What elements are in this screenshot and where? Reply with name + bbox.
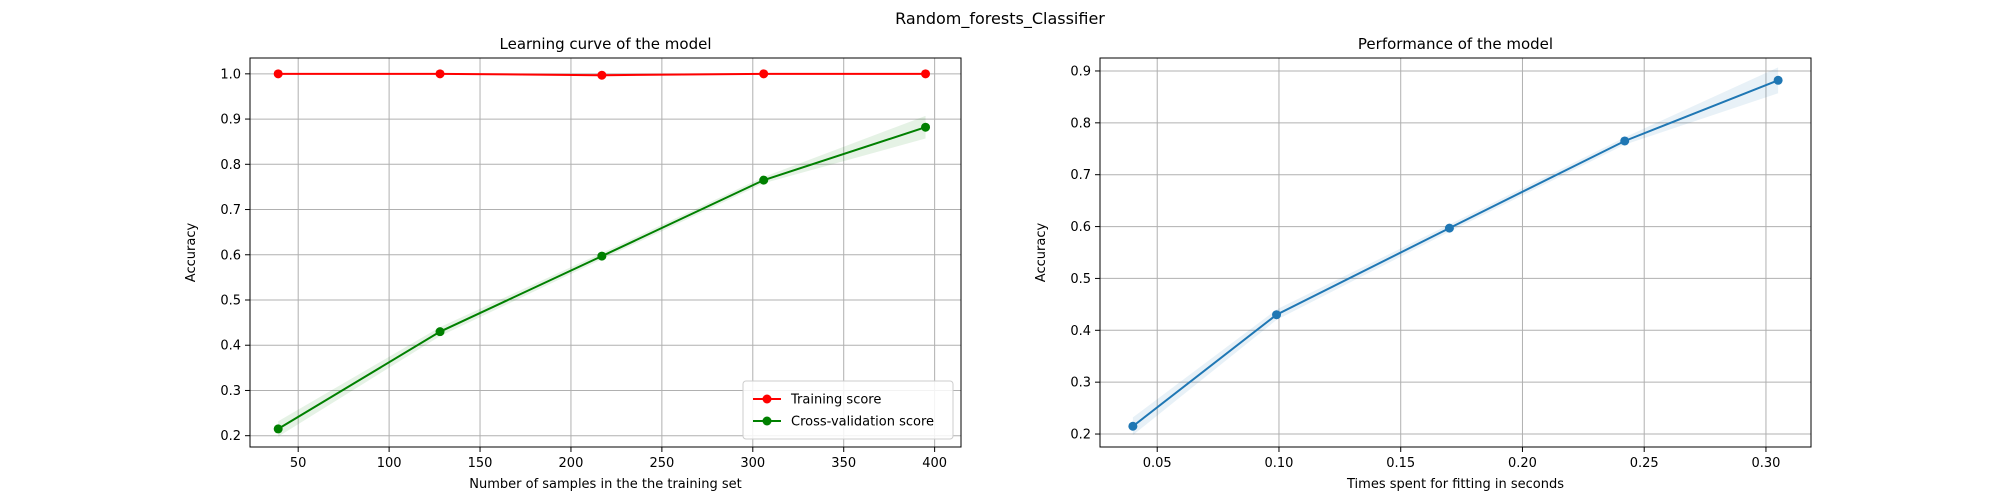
learning-curve-x-tick-label: 400 [922, 456, 947, 471]
learning-curve-series-1-point [273, 424, 283, 434]
learning-curve-legend-swatch-marker [762, 416, 772, 426]
learning-curve-y-tick-label: 0.3 [220, 384, 241, 399]
performance-y-tick-label: 0.9 [1070, 64, 1091, 79]
learning-curve-series-0-point [597, 70, 607, 80]
learning-curve-series-1-point [435, 327, 445, 337]
performance-x-tick-label: 0.15 [1386, 456, 1415, 471]
performance-series-0-point [1444, 223, 1454, 233]
learning-curve-series-0-point [435, 69, 445, 79]
learning-curve-chart: 50 100 150 200 250 300 350 400 0.2 0.3 0.4 0.5 0.6 0.… [184, 35, 962, 492]
performance-series-0-band [1132, 67, 1779, 436]
learning-curve-y-tick-label: 0.9 [220, 113, 241, 128]
performance-x-tick-label: 0.10 [1264, 456, 1293, 471]
performance-series-0-point [1128, 421, 1138, 431]
performance-series-0-point [1773, 75, 1783, 85]
learning-curve-legend-box [742, 380, 954, 440]
learning-curve-legend-swatch-marker [762, 394, 772, 404]
performance-title: Performance of the model [1358, 35, 1553, 53]
performance-chart: 0.05 0.10 0.15 0.20 0.25 0.30 0.2 0.3 0.4 0.5 0.6 0… [1034, 35, 1812, 492]
performance-x-axis-label: Times spent for fitting in seconds [1346, 477, 1564, 492]
performance-y-tick-label: 0.6 [1070, 220, 1091, 235]
performance-series-0-point [1272, 310, 1282, 320]
learning-curve-x-tick-label: 100 [377, 456, 402, 471]
performance-x-tick-label: 0.05 [1143, 456, 1172, 471]
performance-y-tick-label: 0.3 [1070, 376, 1091, 391]
performance-y-tick-label: 0.5 [1070, 272, 1091, 287]
learning-curve-y-tick-label: 1.0 [220, 67, 241, 82]
learning-curve-y-axis-label: Accuracy [184, 223, 199, 283]
learning-curve-x-tick-label: 300 [740, 456, 765, 471]
learning-curve-y-tick-label: 0.4 [220, 339, 241, 354]
learning-curve-title: Learning curve of the model [500, 35, 712, 53]
learning-curve-x-axis-label: Number of samples in the the training se… [469, 477, 741, 492]
learning-curve-legend-label: Cross-validation score [791, 415, 934, 430]
learning-curve-series-1-point [921, 122, 931, 132]
learning-curve-series-1-point [597, 251, 607, 261]
learning-curve-series-0-point [759, 69, 769, 79]
performance-y-tick-label: 0.8 [1070, 116, 1091, 131]
learning-curve-y-tick-label: 0.6 [220, 248, 241, 263]
performance-x-tick-label: 0.25 [1630, 456, 1659, 471]
performance-y-tick-label: 0.2 [1070, 428, 1091, 443]
learning-curve-y-tick-label: 0.5 [220, 293, 241, 308]
performance-x-tick-label: 0.30 [1751, 456, 1780, 471]
learning-curve-y-tick-label: 0.7 [220, 203, 241, 218]
performance-series-0-line [1132, 79, 1779, 428]
performance-y-tick-label: 0.7 [1070, 168, 1091, 183]
learning-curve-axes-frame [249, 57, 962, 448]
learning-curve-x-tick-label: 350 [831, 456, 856, 471]
learning-curve-x-tick-label: 50 [290, 456, 307, 471]
learning-curve-series-0-point [273, 69, 283, 79]
learning-curve-y-tick-label: 0.8 [220, 158, 241, 173]
performance-x-tick-label: 0.20 [1508, 456, 1537, 471]
performance-axes-frame [1099, 57, 1812, 448]
learning-curve-legend: Training score Cross-validation score [742, 380, 954, 440]
performance-y-axis-label: Accuracy [1034, 223, 1049, 283]
learning-curve-x-tick-label: 150 [468, 456, 493, 471]
learning-curve-series-0-point [921, 69, 931, 79]
performance-y-tick-label: 0.4 [1070, 324, 1091, 339]
learning-curve-x-tick-label: 200 [559, 456, 584, 471]
learning-curve-y-tick-label: 0.2 [220, 429, 241, 444]
learning-curve-legend-label: Training score [790, 393, 881, 408]
learning-curve-series-1-point [759, 175, 769, 185]
figure-suptitle: Random_forests_Classifier [895, 9, 1105, 29]
learning-curve-x-tick-label: 250 [649, 456, 674, 471]
performance-series-0-point [1620, 136, 1630, 146]
